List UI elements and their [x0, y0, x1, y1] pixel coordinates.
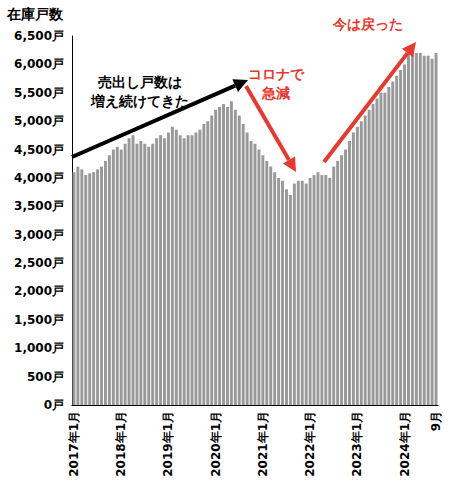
- svg-text:500戸: 500戸: [27, 370, 64, 384]
- svg-text:2017年1月: 2017年1月: [67, 411, 81, 477]
- svg-text:4,500戸: 4,500戸: [14, 143, 64, 157]
- svg-text:今は戻った: 今は戻った: [332, 16, 403, 32]
- svg-text:2,500戸: 2,500戸: [14, 256, 64, 270]
- svg-text:増え続けてきた: 増え続けてきた: [90, 93, 189, 109]
- svg-text:3,000戸: 3,000戸: [14, 228, 64, 242]
- svg-text:0戸: 0戸: [44, 398, 64, 412]
- svg-text:2020年1月: 2020年1月: [209, 411, 223, 477]
- svg-text:5,500戸: 5,500戸: [14, 86, 64, 100]
- svg-text:コロナで: コロナで: [248, 66, 305, 82]
- svg-text:5,000戸: 5,000戸: [14, 114, 64, 128]
- svg-text:2023年1月: 2023年1月: [350, 411, 364, 477]
- svg-text:9月: 9月: [429, 411, 443, 431]
- svg-text:1,500戸: 1,500戸: [14, 313, 64, 327]
- svg-text:6,500戸: 6,500戸: [14, 29, 64, 43]
- svg-text:3,500戸: 3,500戸: [14, 199, 64, 213]
- svg-text:急減: 急減: [261, 85, 290, 101]
- svg-text:2019年1月: 2019年1月: [161, 411, 175, 477]
- svg-text:2018年1月: 2018年1月: [114, 411, 128, 477]
- svg-text:2,000戸: 2,000戸: [14, 284, 64, 298]
- svg-text:在庫戸数: 在庫戸数: [6, 6, 64, 22]
- svg-text:2024年1月: 2024年1月: [398, 411, 412, 477]
- svg-text:1,000戸: 1,000戸: [14, 341, 64, 355]
- svg-text:4,000戸: 4,000戸: [14, 171, 64, 185]
- svg-text:売出し戸数は: 売出し戸数は: [98, 74, 182, 90]
- svg-text:2022年1月: 2022年1月: [303, 411, 317, 477]
- svg-text:6,000戸: 6,000戸: [14, 57, 64, 71]
- svg-text:2021年1月: 2021年1月: [256, 411, 270, 477]
